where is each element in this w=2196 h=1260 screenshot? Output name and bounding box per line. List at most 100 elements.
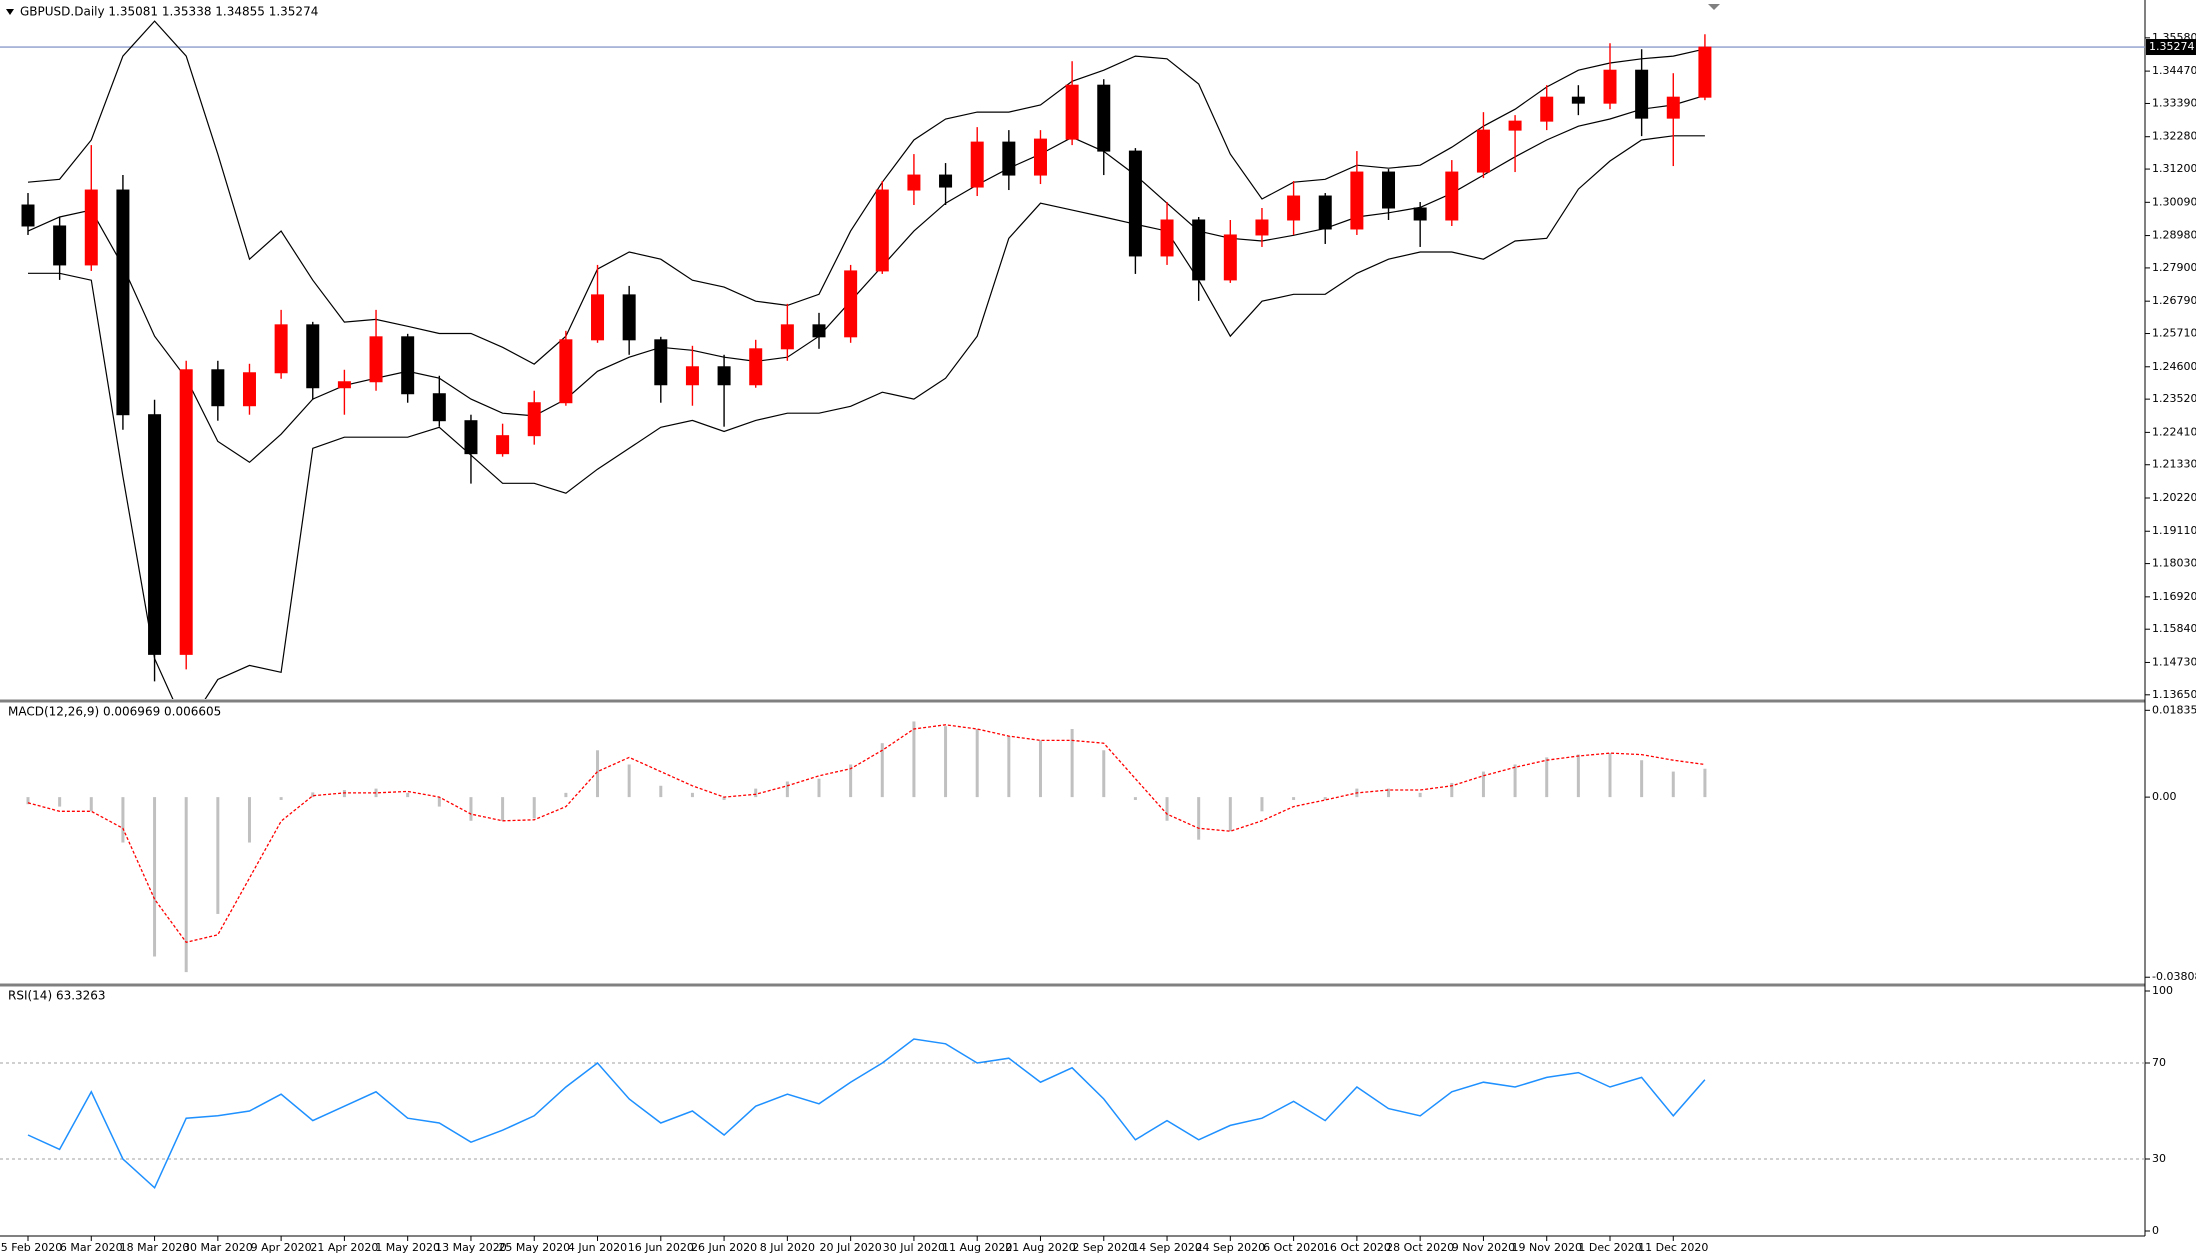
candle-body — [116, 189, 130, 416]
candle-body — [622, 294, 636, 341]
y-tick-label: 1.20220 — [2152, 491, 2196, 504]
y-tick-label: 0.00 — [2152, 790, 2177, 803]
candle-body — [1002, 141, 1016, 176]
macd-bar — [1640, 760, 1644, 798]
y-tick-label: 0.018355 — [2152, 703, 2196, 716]
macd-bar — [501, 797, 505, 821]
macd-bar — [1197, 797, 1201, 840]
macd-bar — [58, 797, 62, 807]
macd-bar — [912, 721, 916, 798]
x-tick-label: 25 May 2020 — [498, 1241, 570, 1254]
macd-bar — [279, 797, 283, 800]
y-tick-label: 1.26790 — [2152, 294, 2196, 307]
macd-bar — [596, 750, 600, 798]
candle-body — [591, 294, 605, 341]
x-tick-label: 14 Sep 2020 — [1132, 1241, 1202, 1254]
macd-bar — [247, 797, 251, 843]
chart-title: GBPUSD.Daily 1.35081 1.35338 1.34855 1.3… — [20, 5, 318, 19]
candle-body — [1571, 96, 1585, 104]
macd-bar — [1292, 797, 1296, 800]
macd-bar — [1165, 797, 1169, 821]
shift-marker — [1708, 4, 1720, 10]
macd-title: MACD(12,26,9) 0.006969 0.006605 — [8, 705, 221, 719]
macd-signal — [27, 724, 1705, 944]
x-tick-label: 4 Jun 2020 — [568, 1241, 627, 1254]
candle-body — [1413, 207, 1427, 221]
y-tick-label: 1.31200 — [2152, 162, 2196, 175]
candle-body — [1350, 171, 1364, 230]
macd-bar — [817, 778, 821, 798]
macd-bar — [1418, 792, 1422, 798]
x-tick-label: 25 Feb 2020 — [0, 1241, 62, 1254]
y-tick-label: 1.32280 — [2152, 130, 2196, 143]
candle-body — [1603, 69, 1617, 104]
macd-bar — [659, 785, 663, 798]
x-tick-label: 16 Oct 2020 — [1323, 1241, 1391, 1254]
candle-body — [1666, 96, 1680, 119]
macd-bar — [722, 797, 726, 800]
candle-body — [401, 336, 415, 395]
macd-bar — [342, 790, 346, 798]
y-tick-label: 70 — [2152, 1056, 2166, 1069]
bollinger-middle — [27, 94, 1706, 464]
y-tick-label: 1.33390 — [2152, 96, 2196, 109]
macd-bar — [26, 797, 30, 805]
bollinger-lower — [28, 135, 1705, 699]
candle-body — [875, 189, 889, 272]
x-tick-label: 19 Nov 2020 — [1511, 1241, 1581, 1254]
x-tick-label: 6 Oct 2020 — [1263, 1241, 1324, 1254]
macd-bar — [311, 792, 315, 798]
macd-bar — [785, 781, 789, 798]
y-tick-label: 1.27900 — [2152, 261, 2196, 274]
macd-bar — [1102, 750, 1106, 798]
candle-body — [970, 141, 984, 188]
x-tick-label: 21 Aug 2020 — [1005, 1241, 1075, 1254]
x-tick-label: 30 Mar 2020 — [183, 1241, 253, 1254]
macd-bar — [1481, 771, 1485, 798]
candle-body — [21, 204, 35, 227]
menu-arrow — [6, 9, 14, 15]
macd-bar — [880, 743, 884, 798]
macd-bar — [1608, 753, 1612, 798]
macd-bar — [1260, 797, 1264, 812]
y-tick-label: 1.22410 — [2152, 425, 2196, 438]
x-tick-label: 24 Sep 2020 — [1195, 1241, 1265, 1254]
macd-bar — [1070, 729, 1074, 798]
y-tick-label: 1.16920 — [2152, 590, 2196, 603]
price-pane — [0, 20, 2145, 699]
candle-body — [1445, 171, 1459, 221]
candle-body — [1160, 219, 1174, 257]
y-tick-label: -0.03808 — [2152, 970, 2196, 983]
macd-bar — [944, 726, 948, 798]
candle-body — [812, 324, 826, 338]
macd-bar — [532, 797, 536, 819]
macd-bar — [406, 792, 410, 798]
x-tick-label: 1 Dec 2020 — [1578, 1241, 1641, 1254]
macd-bar — [1038, 740, 1042, 798]
candle-body — [844, 270, 858, 338]
candle-body — [1128, 150, 1142, 257]
y-tick-label: 1.23520 — [2152, 392, 2196, 405]
candle-body — [1255, 219, 1269, 236]
candle-body — [907, 174, 921, 191]
y-tick-label: 1.24600 — [2152, 360, 2196, 373]
macd-bar — [754, 788, 758, 798]
candle-body — [274, 324, 288, 374]
macd-bar — [627, 764, 631, 798]
y-tick-label: 0 — [2152, 1224, 2159, 1237]
candle-body — [1540, 96, 1554, 122]
macd-bar — [216, 797, 220, 914]
candle-body — [749, 348, 763, 386]
x-tick-label: 20 Jul 2020 — [820, 1241, 882, 1254]
macd-bar — [469, 797, 473, 821]
macd-bar — [1007, 736, 1011, 798]
x-tick-label: 18 Mar 2020 — [120, 1241, 190, 1254]
candle-body — [337, 381, 351, 389]
rsi-line — [27, 1038, 1706, 1190]
macd-bar — [1228, 797, 1232, 832]
candle-body — [1476, 129, 1490, 173]
y-tick-label: 1.30090 — [2152, 195, 2196, 208]
candle-body — [1508, 120, 1522, 131]
candle-body — [211, 369, 225, 407]
